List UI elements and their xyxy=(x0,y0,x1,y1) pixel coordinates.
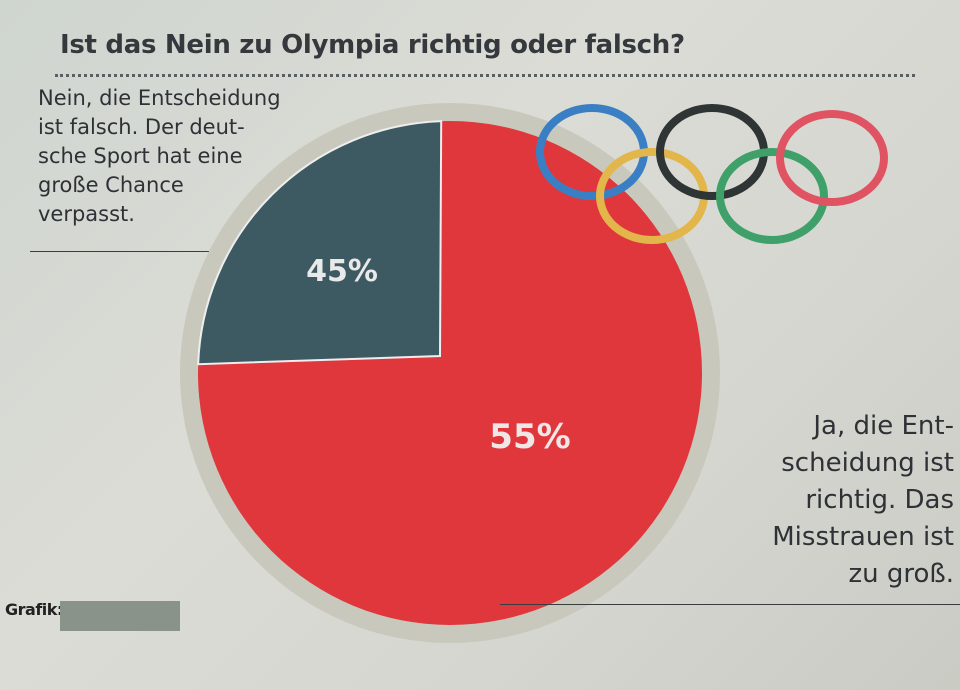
olympic-rings-logo xyxy=(536,104,888,244)
olympic-ring xyxy=(776,110,888,206)
label-line: sche Sport hat eine xyxy=(38,144,243,168)
label-line: Nein, die Entscheidung xyxy=(38,86,281,110)
right-label-rule xyxy=(500,604,960,605)
label-line: Ja, die Ent- xyxy=(813,411,954,441)
olympic-ring xyxy=(716,148,828,244)
label-line: zu groß. xyxy=(848,559,954,589)
title-divider xyxy=(55,74,915,77)
pie-slice-no xyxy=(197,120,443,366)
slice-value-label-yes: 55% xyxy=(489,417,570,457)
label-line: Misstrauen ist xyxy=(772,522,954,552)
redacted-credit xyxy=(60,601,180,631)
no-answer-label: Nein, die Entscheidung ist falsch. Der d… xyxy=(38,84,358,229)
slice-value-label-no: 45% xyxy=(306,254,378,289)
left-label-rule xyxy=(30,251,235,252)
label-line: richtig. Das xyxy=(805,485,954,515)
yes-answer-label: Ja, die Ent- scheidung ist richtig. Das … xyxy=(772,408,954,593)
olympic-ring xyxy=(656,104,768,200)
label-line: ist falsch. Der deut- xyxy=(38,115,245,139)
label-line: große Chance xyxy=(38,173,184,197)
chart-title: Ist das Nein zu Olympia richtig oder fal… xyxy=(60,30,685,60)
label-line: scheidung ist xyxy=(781,448,954,478)
graphic-credit: Grafik: xyxy=(5,600,63,619)
label-line: verpasst. xyxy=(38,202,135,226)
